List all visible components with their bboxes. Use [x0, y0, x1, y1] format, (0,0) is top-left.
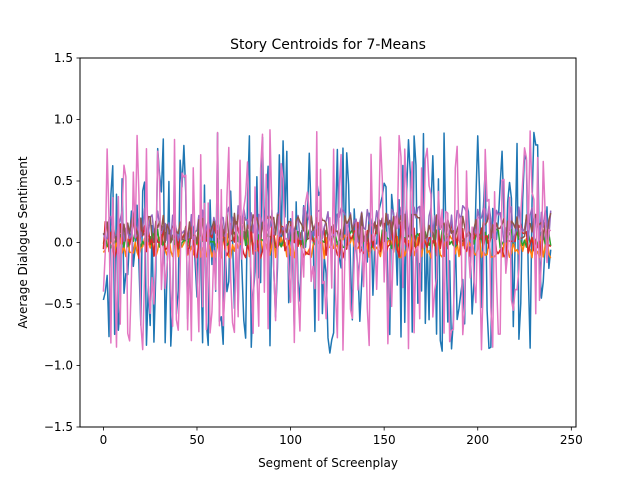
x-axis-ticks: 0 50 100 150 200 250: [100, 427, 583, 447]
y-axis-ticks: −1.5 −1.0 −0.5 0.0 0.5 1.0 1.5: [44, 51, 80, 434]
series-line-6: [102, 212, 552, 244]
y-tick-label: 0.0: [54, 236, 73, 250]
x-tick-label: 50: [189, 433, 204, 447]
x-tick-label: 150: [373, 433, 396, 447]
x-axis-label: Segment of Screenplay: [258, 456, 398, 470]
y-tick-label: −1.0: [44, 359, 73, 373]
y-tick-label: −1.5: [44, 420, 73, 434]
series-line-7: [102, 129, 552, 351]
chart-title: Story Centroids for 7-Means: [230, 37, 426, 53]
y-tick-label: 0.5: [54, 174, 73, 188]
y-tick-label: −0.5: [44, 297, 73, 311]
x-tick-label: 0: [100, 433, 108, 447]
y-tick-label: 1.5: [54, 51, 73, 65]
x-tick-label: 200: [466, 433, 489, 447]
y-tick-label: 1.0: [54, 113, 73, 127]
series-layer: [102, 129, 552, 354]
x-tick-label: 250: [560, 433, 583, 447]
x-tick-label: 100: [279, 433, 302, 447]
y-axis-label: Average Dialogue Sentiment: [16, 156, 30, 328]
